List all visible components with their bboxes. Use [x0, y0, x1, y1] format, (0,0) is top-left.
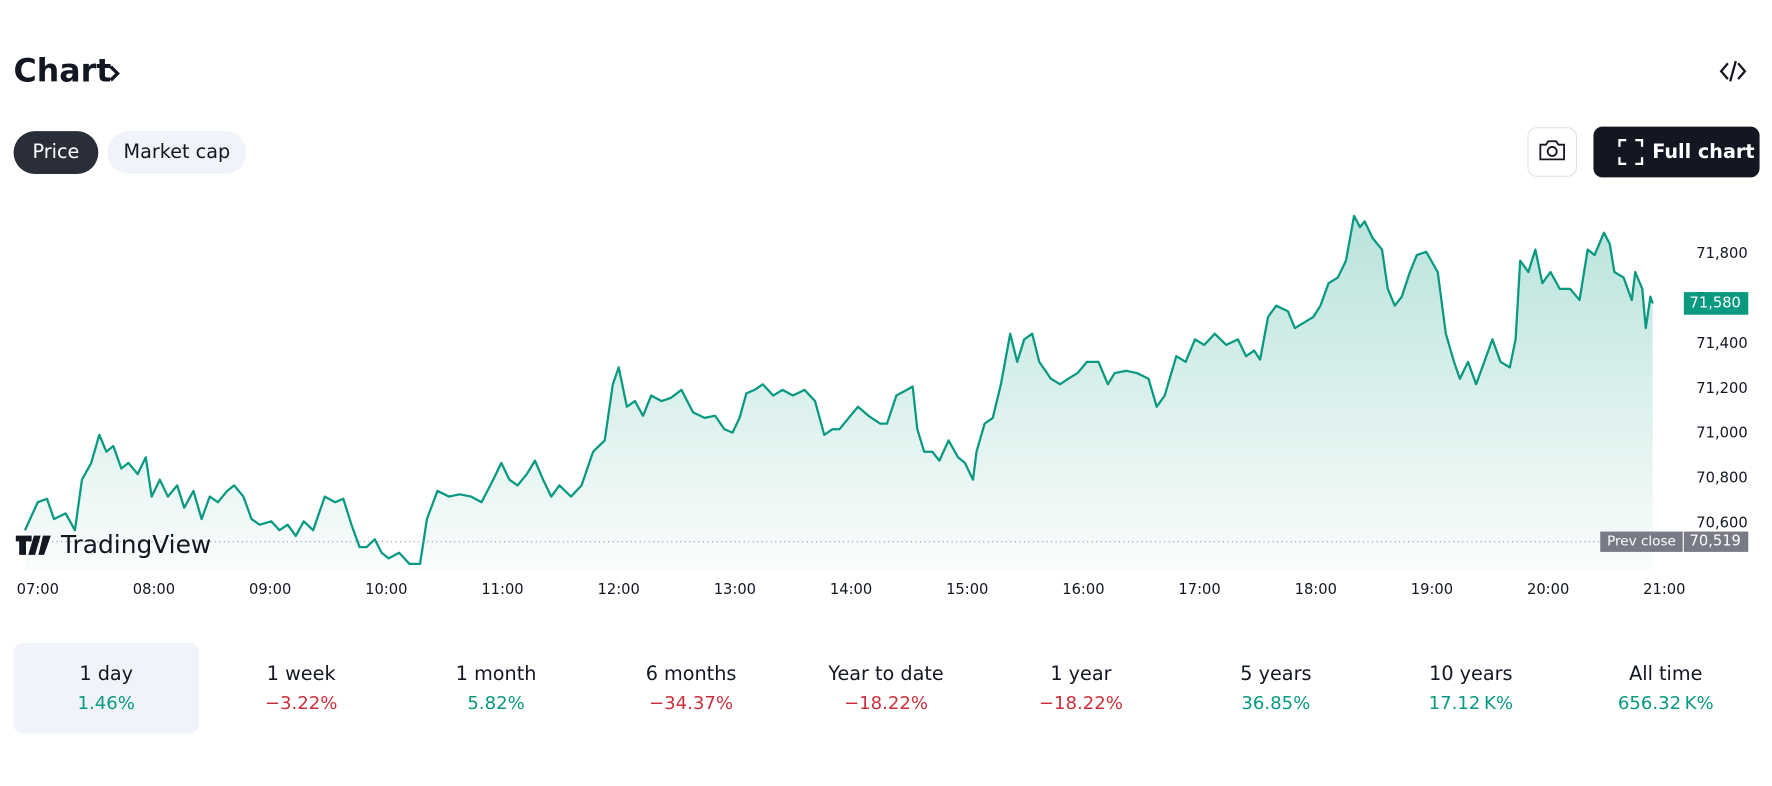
brand-name: TradingView: [60, 530, 211, 559]
period-change: −18.22%: [844, 693, 928, 714]
period-label[interactable]: 5 years: [1240, 662, 1311, 685]
periods: 1 day 1.46% 1 week −3.22% 1 month 5.82% 6 mont…: [78, 662, 1714, 714]
period-label[interactable]: All time: [1629, 662, 1702, 685]
period-label[interactable]: 1 day: [79, 662, 133, 685]
period-change: −34.37%: [649, 693, 733, 714]
last-price-tag: [1683, 292, 1749, 315]
period-change: −3.22%: [265, 693, 338, 714]
x-tick-label: 11:00: [481, 581, 523, 598]
price-label: Price: [33, 140, 80, 163]
x-tick-label: 20:00: [1527, 581, 1569, 598]
x-tick-label: 15:00: [946, 581, 988, 598]
x-tick-label: 08:00: [133, 581, 175, 598]
plot: 70,60070,80071,00071,20071,40071,60071,8…: [17, 214, 1749, 598]
period-label[interactable]: 6 months: [646, 662, 737, 685]
period-change: 1.46%: [78, 693, 135, 714]
fullscreen-icon: [1618, 139, 1644, 166]
market-cap-label: Market cap: [124, 140, 231, 163]
brand-logo: [15, 535, 51, 555]
full-chart-label: Full chart: [1652, 140, 1754, 163]
period-label[interactable]: 1 month: [456, 662, 537, 685]
y-tick-label: 70,800: [1696, 470, 1747, 487]
period-label[interactable]: 1 week: [267, 662, 337, 685]
period-change: 656.32 K%: [1618, 693, 1714, 714]
x-tick-label: 09:00: [249, 581, 291, 598]
chevron[interactable]: [109, 65, 120, 82]
price-button[interactable]: [13, 131, 99, 175]
market-cap-button[interactable]: [107, 131, 247, 175]
period-change: 17.12 K%: [1429, 693, 1513, 714]
y-tick-label: 70,600: [1696, 515, 1747, 532]
y-tick-label: 71,800: [1696, 245, 1747, 262]
area: [24, 215, 1653, 571]
prev-close-value: 70,519: [1690, 533, 1741, 550]
prev-close-value-tag: [1683, 531, 1749, 552]
y-tick-label: 71,000: [1696, 425, 1747, 442]
period-change: 36.85%: [1241, 693, 1310, 714]
x-tick-label: 07:00: [17, 581, 59, 598]
period-change: −18.22%: [1039, 693, 1123, 714]
prev-close-label: Prev close: [1607, 534, 1676, 550]
x-tick-label: 19:00: [1411, 581, 1453, 598]
price-line: [23, 214, 1654, 566]
period-label[interactable]: Year to date: [827, 662, 943, 685]
embed-icon[interactable]: [1719, 60, 1747, 82]
x-tick-label: 14:00: [830, 581, 872, 598]
snapshot-button[interactable]: [1527, 127, 1578, 177]
x-tick-label: 18:00: [1295, 581, 1337, 598]
full-chart-button[interactable]: [1593, 126, 1760, 178]
x-tick-label: 12:00: [598, 581, 640, 598]
period-selected: [13, 643, 199, 734]
camera-icon: [1539, 140, 1565, 161]
last-price-label: 71,580: [1690, 294, 1741, 311]
x-tick-label: 21:00: [1643, 581, 1685, 598]
x-tick-label: 16:00: [1062, 581, 1104, 598]
y-tick-label: 71,400: [1696, 335, 1747, 352]
x-tick-label: 10:00: [365, 581, 407, 598]
y-tick-label: 71,200: [1696, 380, 1747, 397]
prev-close-tag: [1600, 531, 1683, 552]
period-change: 5.82%: [467, 693, 524, 714]
title[interactable]: Chart: [14, 53, 112, 89]
x-tick-label: 17:00: [1178, 581, 1220, 598]
period-label[interactable]: 10 years: [1429, 662, 1512, 685]
period-label[interactable]: 1 year: [1050, 662, 1111, 685]
x-tick-label: 13:00: [714, 581, 756, 598]
camera-lens: [1546, 146, 1558, 157]
